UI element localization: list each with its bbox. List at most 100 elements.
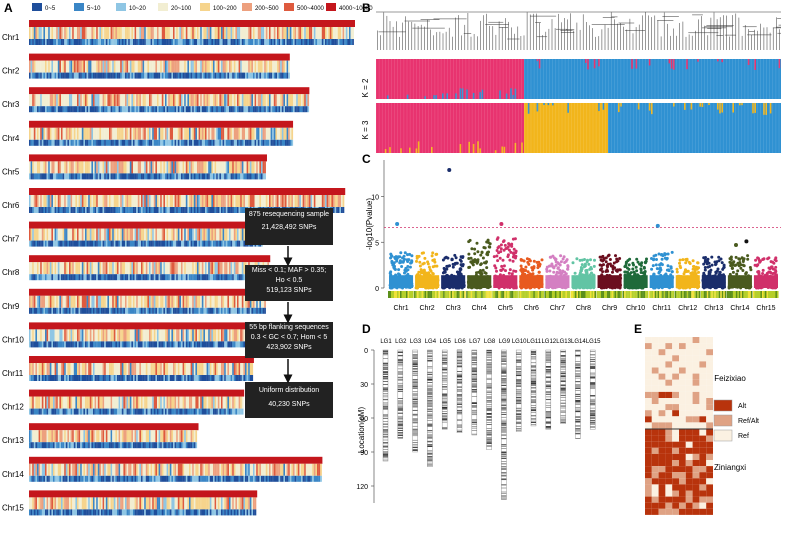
track-stripe (173, 127, 175, 140)
track-stripe (107, 295, 110, 308)
track-stripe (134, 228, 137, 241)
track-stripe-low (80, 509, 82, 516)
track-stripe-low (125, 341, 127, 348)
track-stripe (187, 127, 190, 140)
track-stripe-low (77, 139, 79, 146)
track-stripe (189, 363, 191, 375)
track-stripe-low (115, 39, 118, 45)
track-stripe (192, 27, 194, 39)
track-stripe-low (177, 509, 180, 516)
track-stripe-low (208, 307, 210, 314)
track-stripe-low (67, 274, 70, 281)
track-stripe-low (99, 307, 102, 314)
track-stripe (141, 295, 143, 308)
track-stripe-low (192, 139, 194, 146)
track-stripe-low (131, 509, 134, 516)
track-stripe (86, 262, 89, 275)
track-stripe (177, 497, 180, 510)
track-stripe-low (61, 106, 63, 113)
track-stripe (29, 396, 31, 409)
track-stripe-low (30, 139, 33, 146)
track-stripe-low (78, 106, 81, 113)
track-stripe (235, 94, 238, 107)
track-stripe (176, 396, 178, 409)
track-stripe-low (224, 173, 226, 180)
track-stripe-low (128, 72, 130, 79)
chromosome-label: Chr5 (2, 167, 20, 176)
track-stripe (278, 27, 281, 39)
track-stripe-low (94, 274, 97, 281)
track-stripe (270, 463, 273, 476)
track-stripe-low (225, 106, 228, 113)
track-stripe (211, 329, 214, 342)
k2-admixture (442, 93, 444, 99)
track-stripe (281, 60, 284, 73)
track-stripe-low (112, 207, 114, 213)
track-stripe-low (171, 39, 174, 45)
track-stripe (125, 228, 127, 241)
track-stripe-low (169, 207, 172, 213)
track-stripe (221, 27, 223, 39)
track-stripe-low (54, 408, 57, 415)
track-stripe (107, 228, 110, 241)
track-stripe-low (64, 375, 66, 381)
track-stripe (136, 161, 138, 174)
track-stripe (222, 27, 225, 39)
track-stripe-low (86, 106, 89, 113)
track-stripe (248, 363, 250, 375)
track-stripe-low (153, 509, 156, 516)
track-stripe (75, 94, 78, 107)
track-stripe-low (195, 475, 198, 482)
track-stripe (107, 430, 110, 443)
track-stripe-low (32, 173, 34, 180)
track-stripe (91, 228, 94, 241)
track-stripe (136, 127, 138, 140)
track-stripe-low (54, 240, 57, 247)
track-stripe-low (211, 72, 214, 79)
track-stripe-low (117, 475, 119, 482)
track-stripe-low (187, 139, 190, 146)
track-stripe (128, 396, 130, 409)
track-stripe-low (294, 39, 297, 45)
track-stripe (173, 60, 175, 73)
track-stripe (193, 94, 196, 107)
track-stripe (184, 463, 186, 476)
track-stripe (232, 329, 234, 342)
track-stripe-low (195, 72, 198, 79)
track-stripe (329, 195, 332, 207)
track-stripe-low (181, 207, 183, 213)
track-stripe (112, 497, 114, 510)
track-stripe (139, 228, 142, 241)
track-stripe (137, 127, 140, 140)
track-stripe-low (203, 173, 206, 180)
track-stripe (200, 228, 202, 241)
track-stripe-low (117, 509, 119, 516)
track-stripe-low (205, 307, 207, 314)
track-stripe-low (216, 274, 218, 281)
track-stripe-low (80, 39, 82, 45)
track-stripe (57, 463, 60, 476)
track-stripe (185, 295, 188, 308)
track-stripe-low (280, 72, 282, 79)
track-stripe-low (33, 442, 36, 449)
track-stripe (49, 396, 52, 409)
track-stripe (251, 127, 254, 140)
track-stripe (237, 27, 239, 39)
track-stripe-low (101, 39, 103, 45)
track-stripe-low (176, 106, 178, 113)
track-stripe-low (59, 207, 62, 213)
track-stripe (184, 195, 186, 207)
track-stripe-low (99, 240, 102, 247)
track-stripe (150, 295, 153, 308)
track-stripe-low (245, 375, 247, 381)
track-stripe (211, 60, 214, 73)
track-stripe (139, 27, 142, 39)
track-stripe-low (30, 39, 33, 45)
track-stripe (65, 27, 68, 39)
track-stripe-low (59, 106, 62, 113)
track-stripe (121, 27, 124, 39)
track-stripe-low (62, 274, 65, 281)
track-stripe-low (171, 207, 174, 213)
track-stripe (67, 396, 70, 409)
track-stripe-low (104, 72, 106, 79)
